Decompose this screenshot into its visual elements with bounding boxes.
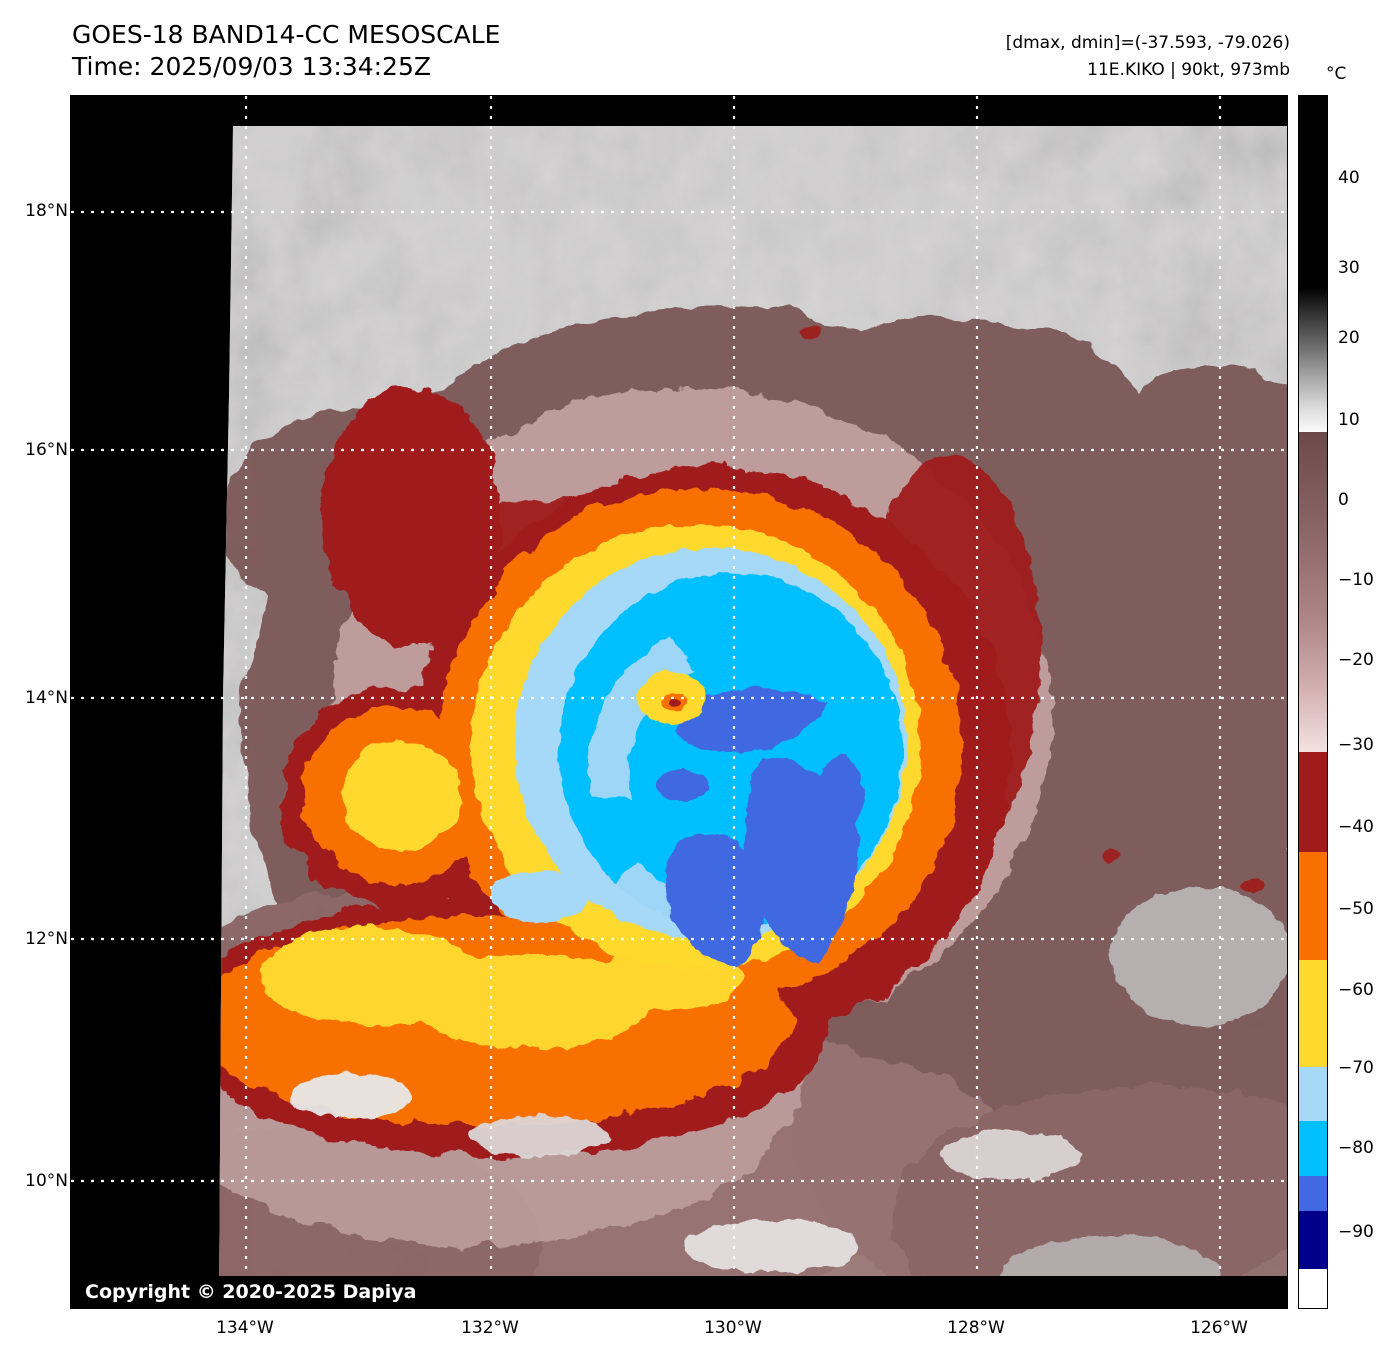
- timestamp-label: Time: 2025/09/03 13:34:25Z: [72, 52, 431, 81]
- page-title: GOES-18 BAND14-CC MESOSCALE: [72, 20, 501, 49]
- x-tick-label-132W: 132°W: [461, 1318, 519, 1338]
- x-tick-label-128W: 128°W: [947, 1318, 1005, 1338]
- colorbar-tick-m70: −70: [1338, 1058, 1374, 1078]
- y-tick-label-16N: 16°N: [25, 440, 68, 460]
- y-tick-label-10N: 10°N: [25, 1171, 68, 1191]
- x-tick-label-130W: 130°W: [704, 1318, 762, 1338]
- x-tick-label-134W: 134°W: [216, 1318, 274, 1338]
- colorbar-tick-m50: −50: [1338, 899, 1374, 919]
- colorbar-tick-m30: −30: [1338, 735, 1374, 755]
- colorbar-band-navy: [1299, 1211, 1327, 1269]
- colorbar-tick-30: 30: [1338, 258, 1360, 278]
- colorbar-tick-m90: −90: [1338, 1222, 1374, 1242]
- y-tick-label-18N: 18°N: [25, 201, 68, 221]
- graticule: [71, 96, 1287, 1308]
- x-tick-label-126W: 126°W: [1190, 1318, 1248, 1338]
- colorbar-band-cyan: [1299, 1121, 1327, 1176]
- copyright-band: Copyright © 2020-2025 Dapiya: [71, 1276, 1287, 1308]
- colorbar-band-grayscale: [1299, 96, 1327, 432]
- y-tick-label-12N: 12°N: [25, 929, 68, 949]
- colorbar-tick-m40: −40: [1338, 817, 1374, 837]
- colorbar-band-darkred: [1299, 752, 1327, 852]
- copyright-text: Copyright © 2020-2025 Dapiya: [85, 1281, 417, 1303]
- satellite-imagery: [71, 96, 1287, 1308]
- colorbar-band-yellow: [1299, 960, 1327, 1067]
- colorbar-tick-40: 40: [1338, 168, 1360, 188]
- colorbar-tick-m10: −10: [1338, 570, 1374, 590]
- colorbar-tick-10: 10: [1338, 410, 1360, 430]
- colorbar-tick-0: 0: [1338, 490, 1349, 510]
- colorbar-tick-m60: −60: [1338, 980, 1374, 1000]
- colorbar-tick-m20: −20: [1338, 650, 1374, 670]
- colorbar: [1298, 95, 1328, 1309]
- colorbar-tick-20: 20: [1338, 328, 1360, 348]
- colorbar-units-label: °C: [1326, 64, 1347, 84]
- storm-info-label: 11E.KIKO | 90kt, 973mb: [1087, 60, 1290, 80]
- colorbar-band-brown-pink: [1299, 432, 1327, 752]
- colorbar-tick-m80: −80: [1338, 1138, 1374, 1158]
- dmax-dmin-label: [dmax, dmin]=(-37.593, -79.026): [1005, 33, 1290, 53]
- colorbar-band-lightblue: [1299, 1067, 1327, 1121]
- colorbar-band-royalblue: [1299, 1176, 1327, 1211]
- colorbar-band-orange: [1299, 852, 1327, 960]
- y-tick-label-14N: 14°N: [25, 688, 68, 708]
- satellite-image-plot: Copyright © 2020-2025 Dapiya: [70, 95, 1288, 1309]
- colorbar-band-white: [1299, 1269, 1327, 1308]
